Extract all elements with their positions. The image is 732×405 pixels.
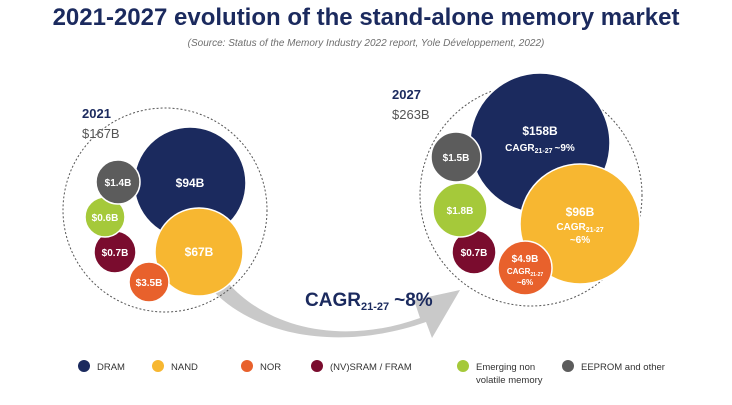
market-ring-2021 — [62, 107, 268, 313]
chart-source: (Source: Status of the Memory Industry 2… — [187, 38, 545, 49]
bubble-label-emerging-non-volatile-memory-2021: $0.6B — [92, 213, 119, 224]
legend-marker-dram — [78, 360, 90, 372]
bubble-eeprom-and-other-2021 — [95, 159, 141, 205]
bubble-label-nor-2021: $3.5B — [136, 278, 163, 289]
legend-label-emerging-non-volatile-memory-line2: volatile memory — [476, 375, 543, 386]
legend-label-nand: NAND — [171, 362, 198, 373]
bubble-nor-2027 — [497, 240, 553, 296]
legend-label-dram: DRAM — [97, 362, 125, 373]
legend-label-emerging-non-volatile-memory: Emerging non — [476, 362, 535, 373]
legend-label-eeprom-and-other: EEPROM and other — [581, 362, 665, 373]
bubble-label-emerging-non-volatile-memory-2027: $1.8B — [447, 206, 474, 217]
bubble-label-dram-2027: $158B — [522, 124, 558, 138]
bubble-label-nand-2021: $67B — [185, 245, 214, 259]
panel-total-2021: $167B — [82, 126, 120, 141]
legend-marker-eeprom-and-other — [562, 360, 574, 372]
panel-year-2027: 2027 — [392, 87, 421, 102]
bubble-cagr-dram-2027: CAGR21-27 ~9% — [505, 143, 575, 155]
bubble-cagr-value-nor-2027: ~6% — [517, 278, 533, 287]
panel-total-2027: $263B — [392, 107, 430, 122]
bubble-emerging-non-volatile-memory-2027 — [432, 182, 488, 238]
bubble-cagr-value-nand-2027: ~6% — [570, 235, 590, 246]
bubble-label-nand-2027: $96B — [566, 205, 595, 219]
bubble-label-eeprom-and-other-2027: $1.5B — [443, 153, 470, 164]
bubble-nand-2021 — [154, 207, 244, 297]
legend-marker-nv-sram-fram — [311, 360, 323, 372]
legend-marker-nor — [241, 360, 253, 372]
bubble-nand-2027 — [519, 163, 641, 285]
overall-cagr-label: CAGR21-27 ~8% — [305, 290, 433, 313]
bubble-nor-2021 — [128, 261, 170, 303]
bubble-label-nor-2027: $4.9B — [512, 254, 539, 265]
bubble-eeprom-and-other-2027 — [430, 131, 482, 183]
bubble-cagr-nor-2027: CAGR21-27 — [507, 267, 544, 278]
chart-title: 2021-2027 evolution of the stand-alone m… — [52, 4, 680, 31]
legend-label-nv-sram-fram: (NV)SRAM / FRAM — [330, 362, 412, 373]
bubble-label-nv-sram-fram-2021: $0.7B — [102, 248, 129, 259]
market-ring-2027 — [419, 83, 643, 307]
bubble-label-eeprom-and-other-2021: $1.4B — [105, 178, 132, 189]
bubble-label-dram-2021: $94B — [176, 176, 205, 190]
bubble-label-nv-sram-fram-2027: $0.7B — [461, 248, 488, 259]
panel-year-2021: 2021 — [82, 106, 111, 121]
legend-marker-emerging-non-volatile-memory — [457, 360, 469, 372]
growth-arrow — [214, 283, 460, 338]
legend-label-nor: NOR — [260, 362, 281, 373]
legend-marker-nand — [152, 360, 164, 372]
